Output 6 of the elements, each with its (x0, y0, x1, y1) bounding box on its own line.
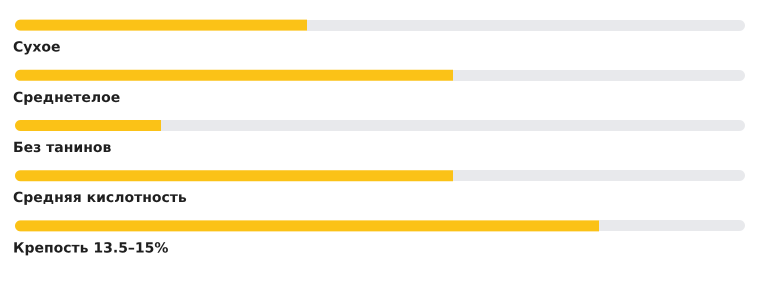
y-tick-label: Крепость 13.5–15% (13, 240, 168, 256)
y-tick-label: Среднетелое (13, 90, 120, 106)
y-tick-label: Без танинов (13, 140, 112, 156)
bar (15, 120, 161, 131)
y-tick-label: Сухое (13, 40, 61, 56)
y-tick-label: Средняя кислотность (13, 190, 187, 206)
